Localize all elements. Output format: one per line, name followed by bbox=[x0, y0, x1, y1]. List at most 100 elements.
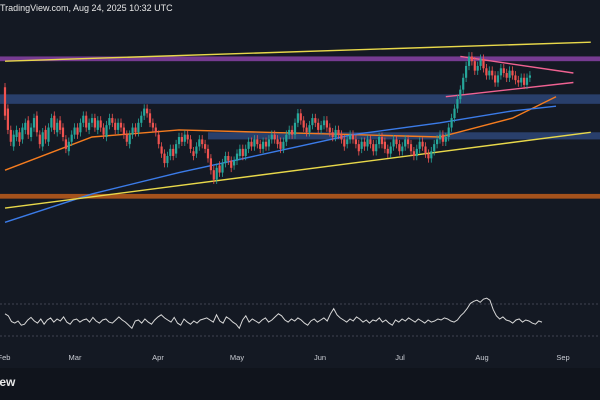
candle-body bbox=[438, 134, 442, 140]
candle-body bbox=[247, 141, 250, 149]
moving-average-line-1 bbox=[4, 105, 557, 223]
candle bbox=[424, 142, 427, 158]
candle-body bbox=[444, 137, 447, 142]
candle bbox=[308, 120, 311, 137]
candle-body bbox=[175, 144, 178, 154]
candle bbox=[392, 135, 395, 151]
candle-body bbox=[372, 144, 375, 152]
candle-body bbox=[189, 139, 192, 149]
x-tick-label: Sep bbox=[556, 353, 570, 362]
candle bbox=[64, 135, 67, 154]
candle bbox=[485, 64, 488, 80]
x-tick-label: Jun bbox=[313, 353, 327, 362]
candle-body bbox=[346, 139, 349, 145]
candle-body bbox=[99, 120, 102, 128]
candle bbox=[53, 111, 56, 135]
trendline-2 bbox=[460, 55, 574, 74]
candle-body bbox=[499, 68, 502, 76]
candle-body bbox=[215, 167, 218, 180]
candle bbox=[346, 135, 349, 149]
candle bbox=[79, 118, 82, 137]
candle-body bbox=[407, 139, 410, 145]
candle-body bbox=[53, 115, 56, 130]
candle-body bbox=[459, 89, 462, 100]
candle bbox=[93, 113, 96, 132]
candle bbox=[514, 71, 517, 85]
candle bbox=[476, 61, 479, 75]
candle bbox=[160, 142, 163, 158]
candle-body bbox=[44, 129, 47, 140]
candle-body bbox=[256, 139, 259, 145]
candle-body bbox=[299, 113, 302, 121]
candle-body bbox=[401, 146, 404, 152]
candle-body bbox=[421, 141, 424, 147]
candle-body bbox=[233, 160, 236, 166]
candle-body bbox=[334, 129, 337, 138]
candle-body bbox=[470, 56, 473, 62]
candle-body bbox=[96, 120, 99, 130]
candle bbox=[314, 113, 317, 128]
candle bbox=[73, 123, 76, 139]
candle bbox=[85, 111, 88, 132]
candle bbox=[24, 118, 27, 135]
x-tick-label: Apr bbox=[152, 353, 164, 362]
candle-body bbox=[282, 141, 285, 149]
candle bbox=[441, 130, 444, 147]
candle bbox=[456, 94, 459, 113]
candle-body bbox=[514, 75, 517, 81]
trendline-0 bbox=[4, 131, 591, 209]
candle bbox=[496, 71, 500, 87]
candle bbox=[447, 123, 450, 142]
oscillator-panel[interactable] bbox=[0, 290, 600, 350]
candle-body bbox=[412, 151, 415, 156]
candle bbox=[459, 85, 462, 104]
candle bbox=[473, 56, 476, 75]
candle bbox=[401, 142, 404, 156]
candle bbox=[282, 137, 285, 154]
candle bbox=[238, 144, 241, 161]
candle bbox=[180, 132, 183, 147]
candle-body bbox=[169, 148, 172, 156]
candle-body bbox=[3, 87, 7, 116]
candle-body bbox=[482, 58, 485, 69]
candle-body bbox=[264, 141, 268, 147]
candle-body bbox=[160, 146, 163, 154]
candle-body bbox=[322, 120, 326, 126]
price-chart[interactable] bbox=[0, 20, 600, 285]
candle bbox=[148, 109, 152, 128]
candle bbox=[209, 154, 212, 175]
candle-body bbox=[502, 68, 505, 74]
candle bbox=[256, 135, 259, 149]
candle bbox=[523, 73, 526, 90]
candle bbox=[427, 149, 430, 163]
candle bbox=[241, 144, 244, 161]
candle-body bbox=[56, 122, 59, 133]
candle bbox=[166, 151, 169, 168]
candle-body bbox=[360, 141, 363, 149]
candle bbox=[96, 116, 99, 135]
candle-body bbox=[450, 118, 453, 128]
candle-body bbox=[15, 129, 18, 138]
candle-body bbox=[456, 99, 459, 109]
candle bbox=[224, 151, 227, 168]
candle bbox=[12, 130, 15, 151]
candle-body bbox=[209, 158, 212, 171]
candle bbox=[386, 144, 389, 158]
candle-body bbox=[250, 141, 253, 147]
candle bbox=[70, 130, 73, 147]
candle bbox=[412, 146, 415, 161]
candle-body bbox=[166, 155, 169, 164]
candle bbox=[337, 125, 340, 139]
candle bbox=[517, 75, 520, 87]
candle bbox=[131, 123, 134, 139]
candle bbox=[479, 54, 482, 71]
candle bbox=[360, 137, 363, 154]
candle-body bbox=[38, 134, 41, 145]
candle bbox=[430, 146, 433, 163]
candle-body bbox=[198, 139, 201, 147]
candle bbox=[38, 130, 41, 149]
candle-body bbox=[363, 141, 366, 147]
oscillator-series bbox=[4, 297, 543, 330]
candle-body bbox=[221, 163, 224, 173]
candle-body bbox=[79, 122, 82, 133]
